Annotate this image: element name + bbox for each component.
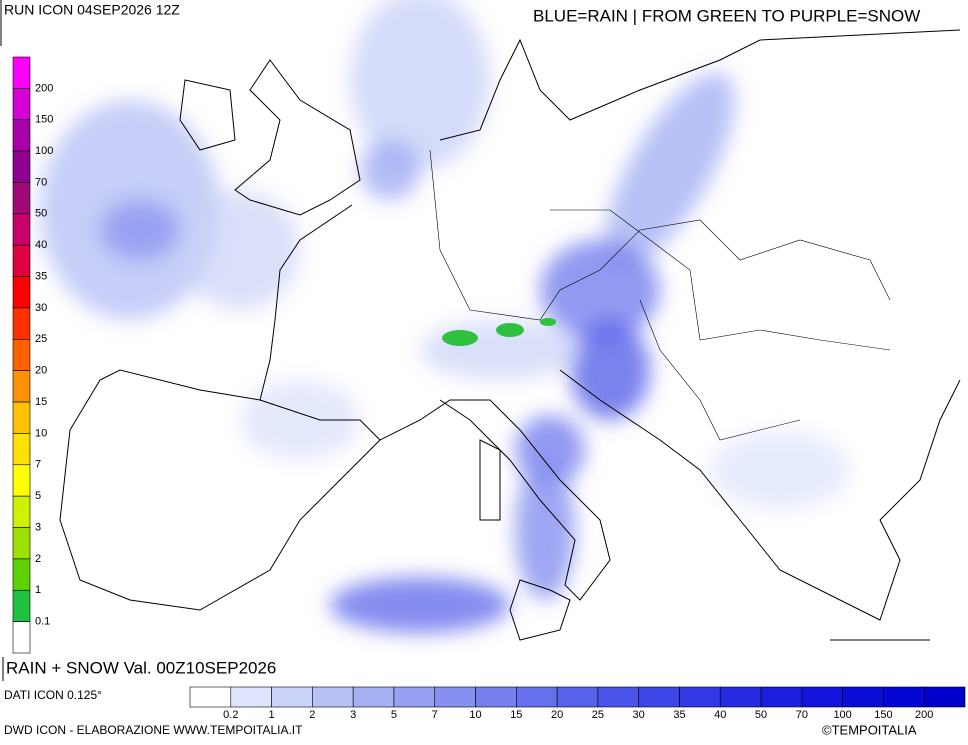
rain-scale-label: 30 — [633, 709, 645, 721]
legend-note: BLUE=RAIN | FROM GREEN TO PURPLE=SNOW — [533, 6, 920, 25]
snow-color-cell — [12, 589, 31, 622]
snow-scale-label: 40 — [35, 239, 47, 251]
rain-scale-label: 15 — [510, 709, 522, 721]
snow-color-cell — [12, 527, 31, 560]
rain-scale-label: 40 — [714, 709, 726, 721]
rain-scale-label: 150 — [874, 709, 892, 721]
rain-color-cell — [475, 686, 517, 708]
snow-scale-label: 7 — [35, 459, 41, 471]
snow-color-cell — [12, 244, 31, 277]
snow-color-cell — [12, 339, 31, 371]
title-backdrop — [0, 0, 240, 22]
rain-scale-label: 50 — [755, 709, 767, 721]
coastlines — [59, 29, 961, 641]
rain-scale-label: 2 — [309, 709, 315, 721]
rain-scale-label: 25 — [592, 709, 604, 721]
snow-scale-label: 30 — [35, 302, 47, 314]
rain-color-cell — [556, 686, 599, 708]
data-source: DATI ICON 0.125° — [4, 688, 102, 702]
precipitation-field — [40, 0, 850, 633]
snow-color-cell — [12, 213, 31, 246]
note-backdrop — [530, 4, 968, 28]
snow-scale-label: 10 — [35, 427, 47, 439]
snow-color-cell — [12, 621, 31, 654]
snow-scale-label: 15 — [35, 396, 47, 408]
product-label: RAIN + SNOW Val. 00Z10SEP2026 — [6, 658, 276, 677]
rain-scale-label: 0.2 — [223, 709, 238, 721]
snow-scale-label: 2 — [35, 553, 41, 565]
rain-scale-label: 20 — [551, 709, 563, 721]
snow-scale-label: 50 — [35, 208, 47, 220]
rain-color-cell — [760, 686, 803, 708]
rain-colorbar: 0.2 1 2 3 5 7 10 15 20 25 30 35 40 50 70 100 150 200 — [189, 686, 966, 721]
rain-color-cell — [638, 686, 680, 708]
borders — [429, 149, 891, 441]
rain-color-cell — [189, 686, 232, 708]
snow-color-cell — [12, 182, 31, 215]
snow-colorbar: 200 150 100 70 50 40 35 30 25 20 15 10 7 5 3 2 1 0.1 — [12, 56, 53, 654]
snow-scale-label: 5 — [35, 490, 41, 502]
snow-scale-label: 25 — [35, 333, 47, 345]
rain-color-cell — [230, 686, 272, 708]
rain-scale-label: 5 — [391, 709, 397, 721]
credit: DWD ICON - ELABORAZIONE WWW.TEMPOITALIA.… — [4, 723, 303, 737]
snow-scale-label: 35 — [35, 270, 47, 282]
rain-color-cell — [393, 686, 436, 708]
rain-scale-label: 10 — [469, 709, 481, 721]
rain-color-cell — [923, 686, 966, 708]
snow-scale-label: 0.1 — [35, 616, 50, 628]
snow-color-cell — [12, 558, 31, 591]
snow-color-cell — [12, 276, 31, 309]
run-title: RUN ICON 04SEP2026 12Z — [4, 2, 180, 18]
snow-color-cell — [12, 150, 31, 183]
snow-color-cell — [12, 495, 31, 528]
snow-color-cell — [12, 464, 31, 497]
rain-color-cell — [434, 686, 476, 708]
rain-scale-label: 7 — [432, 709, 438, 721]
rain-scale-label: 1 — [269, 709, 275, 721]
rain-scale-label: 35 — [673, 709, 685, 721]
rain-scale-label: 70 — [796, 709, 808, 721]
snow-scale-label: 20 — [35, 365, 47, 377]
rain-color-cell — [312, 686, 354, 708]
rain-color-cell — [597, 686, 639, 708]
snow-color-cell — [12, 370, 31, 403]
snow-color-cell — [12, 119, 31, 152]
rain-color-cell — [271, 686, 313, 708]
snow-color-cell — [12, 307, 31, 340]
snow-scale-label: 1 — [35, 584, 41, 596]
rain-color-cell — [801, 686, 843, 708]
snow-field — [442, 318, 556, 346]
snow-color-cell — [12, 401, 31, 434]
copyright: ©TEMPOITALIA — [822, 722, 917, 737]
rain-color-cell — [883, 686, 925, 708]
snow-scale-label: 150 — [35, 114, 53, 126]
snow-scale-label: 70 — [35, 176, 47, 188]
snow-color-cell — [12, 88, 31, 121]
snow-color-cell — [12, 433, 31, 466]
rain-scale-label: 3 — [350, 709, 356, 721]
rain-color-cell — [842, 686, 884, 708]
product-backdrop — [0, 657, 330, 681]
rain-color-cell — [516, 686, 558, 708]
rain-color-cell — [679, 686, 721, 708]
rain-color-cell — [352, 686, 395, 708]
snow-scale-label: 100 — [35, 145, 53, 157]
rain-scale-label: 200 — [915, 709, 933, 721]
snow-scale-label: 200 — [35, 82, 53, 94]
snow-scale-label: 3 — [35, 521, 41, 533]
rain-color-cell — [719, 686, 762, 708]
rain-scale-label: 100 — [833, 709, 851, 721]
snow-color-cell — [12, 56, 31, 89]
